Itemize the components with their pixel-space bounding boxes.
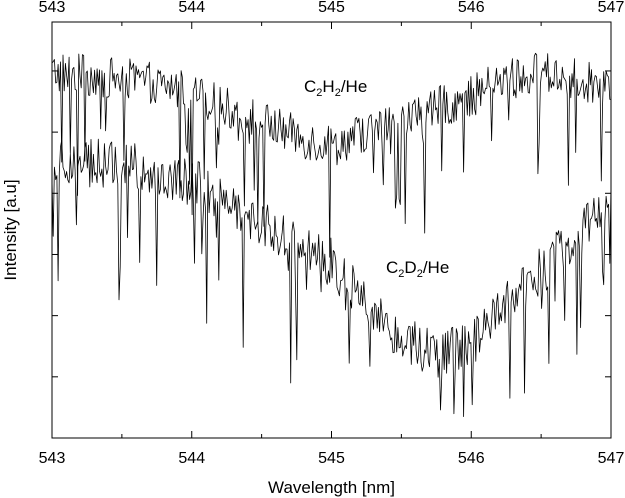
x-tick-label-top-543: 543 (39, 0, 66, 16)
x-tick-label-bottom-546: 546 (458, 450, 485, 467)
series-label-c2d2-he: C2D2/He (386, 258, 449, 280)
y-axis-title: Intensity [a.u] (1, 179, 20, 280)
x-tick-label-bottom-545: 545 (318, 450, 345, 467)
x-tick-label-bottom-544: 544 (178, 450, 205, 467)
x-tick-label-bottom-543: 543 (39, 450, 66, 467)
x-tick-label-top-547: 547 (598, 0, 625, 16)
x-tick-label-top-545: 545 (318, 0, 345, 16)
x-tick-label-bottom-547: 547 (598, 450, 625, 467)
x-tick-label-top-544: 544 (178, 0, 205, 16)
x-axis-title: Wavelength [nm] (268, 478, 395, 497)
series-line-c2d2-he (51, 138, 612, 417)
x-tick-label-top-546: 546 (458, 0, 485, 16)
series-line-c2h2-he (51, 52, 612, 258)
series-layer (51, 52, 612, 417)
series-label-c2h2-he: C2H2/He (304, 77, 367, 99)
